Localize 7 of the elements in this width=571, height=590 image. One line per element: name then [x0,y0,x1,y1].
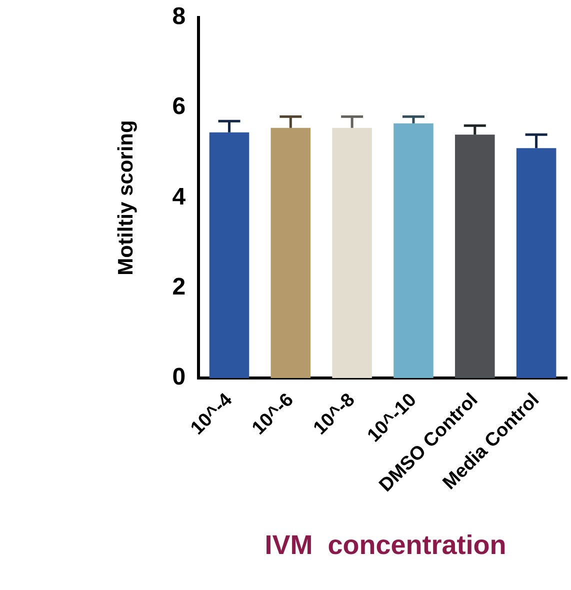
y-tick-label: 0 [172,364,186,391]
y-tick-label: 8 [172,3,186,30]
y-tick-label: 2 [172,274,186,301]
y-tick-label: 6 [172,93,186,120]
y-tick-label: 4 [172,183,186,210]
y-axis-title: Motiltiy scoring [114,120,138,276]
x-axis-title: IVM concentration [264,530,508,561]
